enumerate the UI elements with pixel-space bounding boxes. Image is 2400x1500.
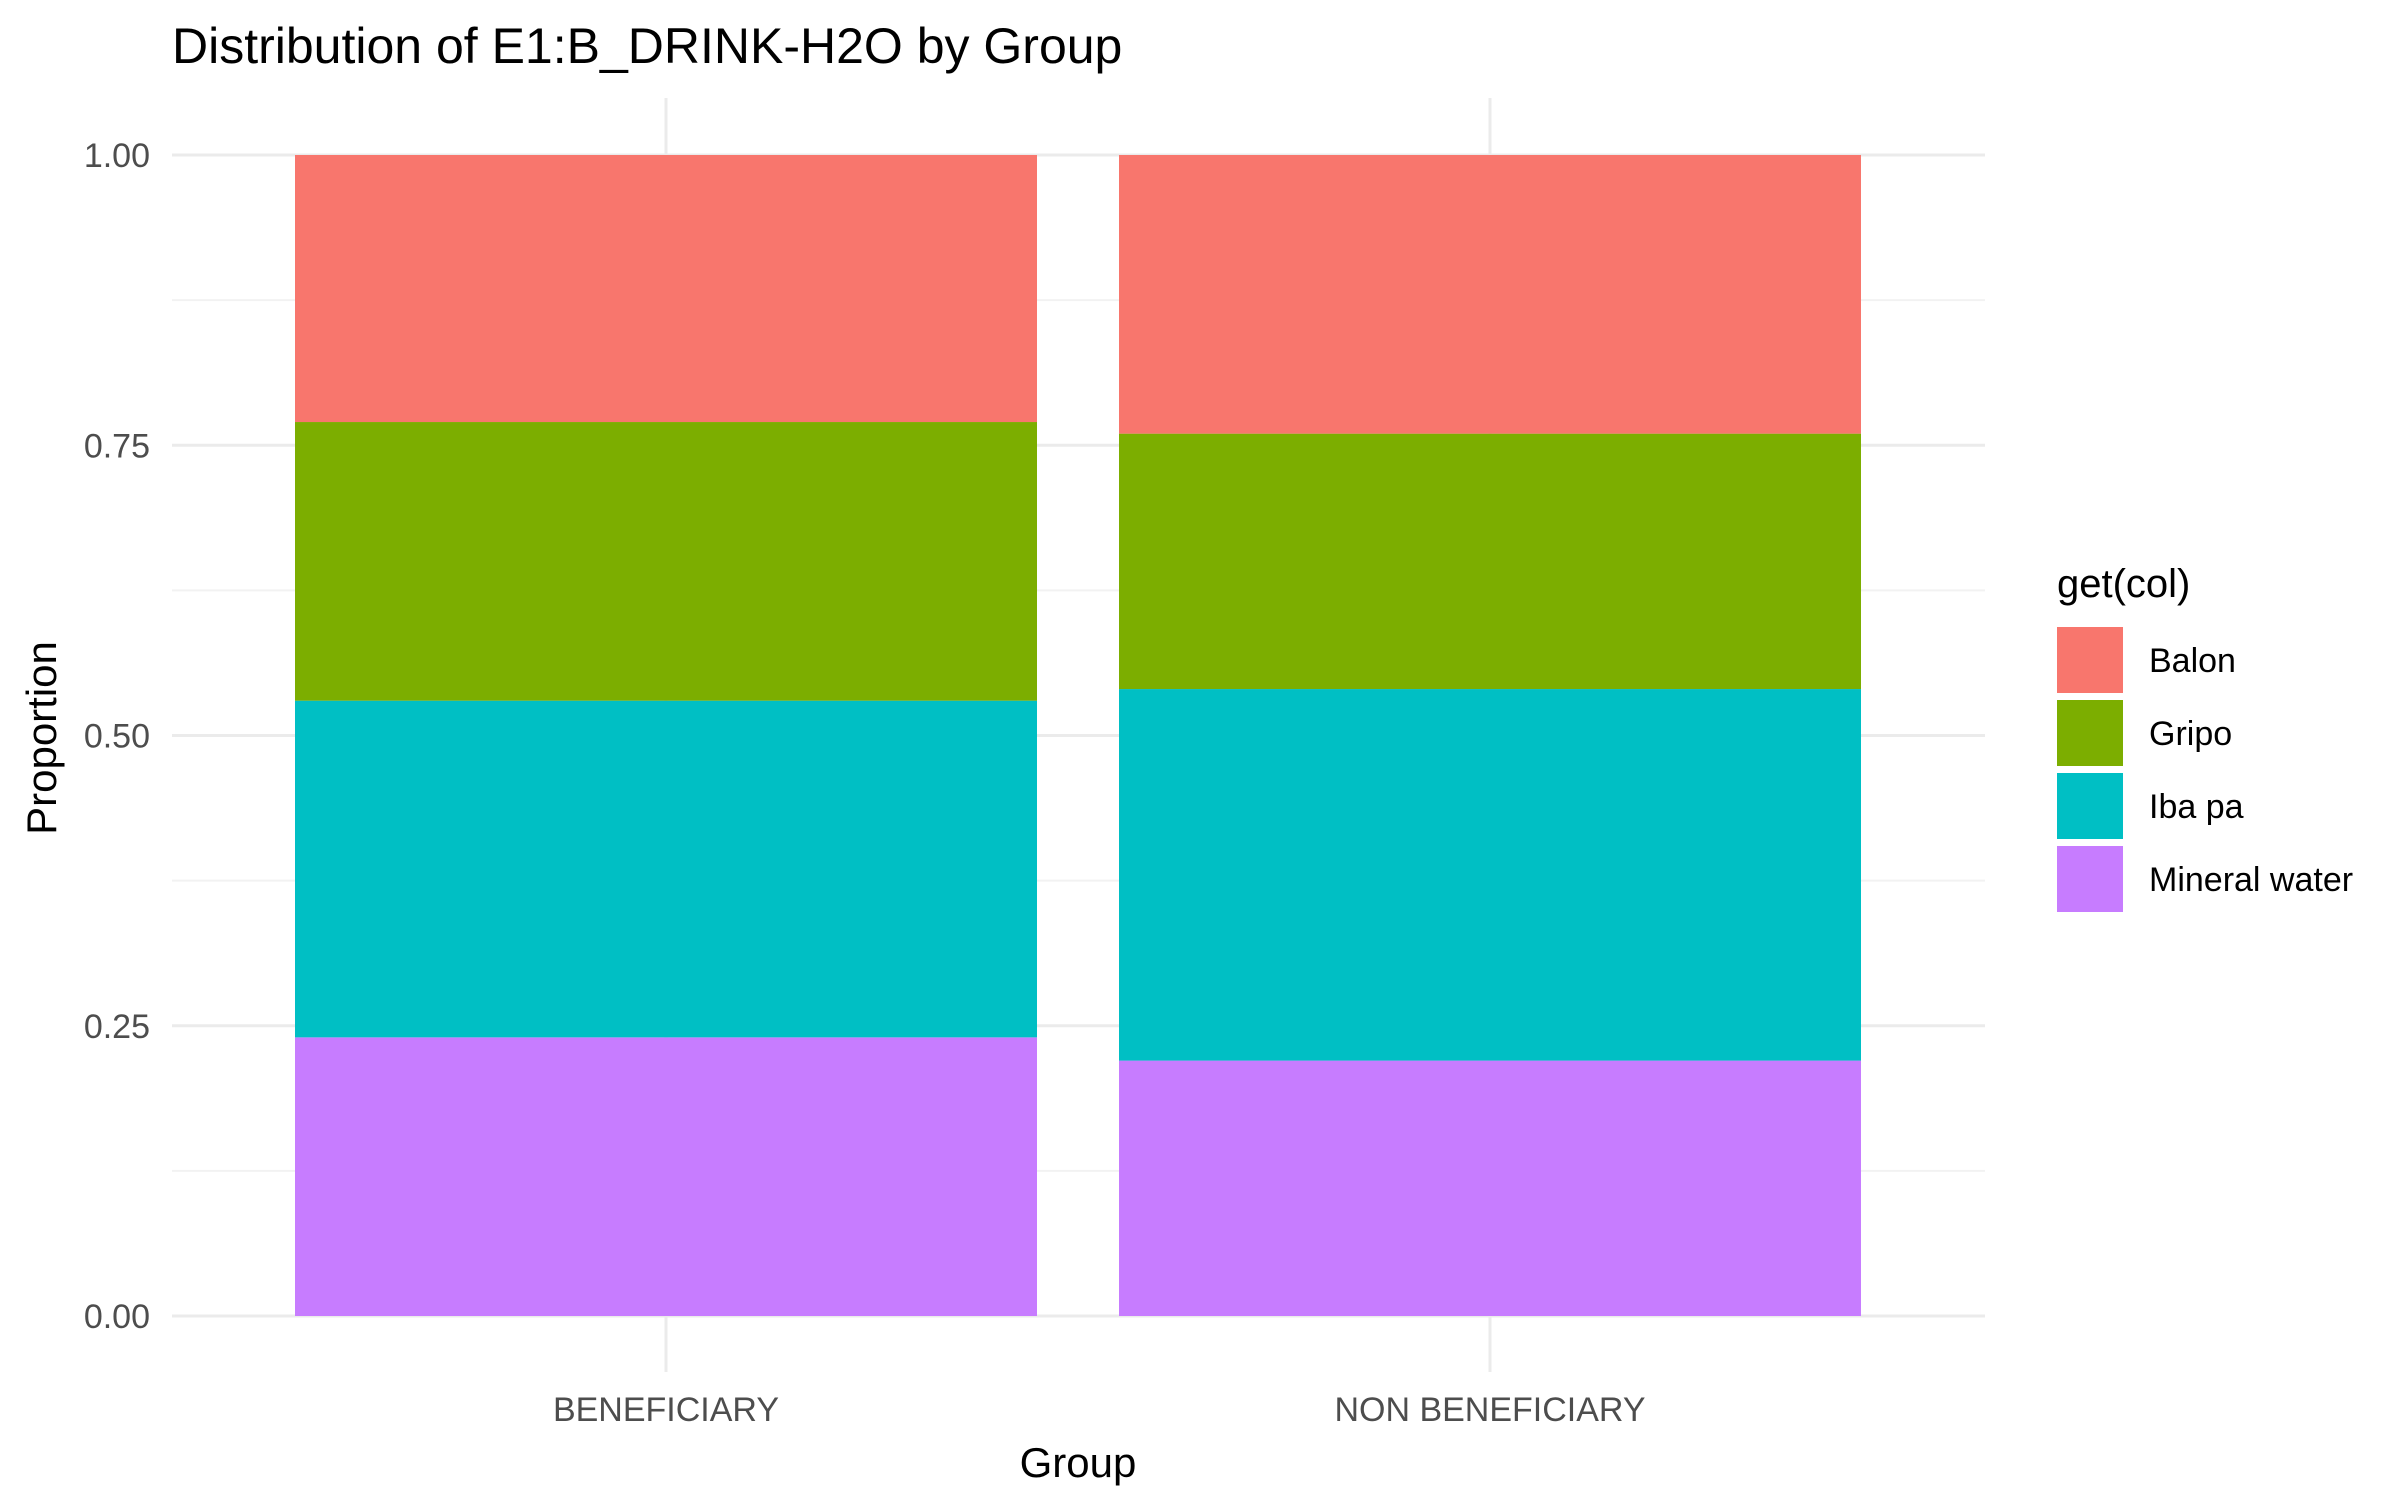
bar-segment — [295, 1037, 1037, 1316]
legend-label: Iba pa — [2149, 788, 2244, 826]
x-axis-ticks: BENEFICIARY NON BENEFICIARY — [553, 1391, 1646, 1429]
bar-segment — [295, 422, 1037, 701]
legend-title: get(col) — [2057, 562, 2190, 606]
y-tick-label: 0.75 — [84, 427, 150, 465]
y-tick-label: 0.00 — [84, 1298, 150, 1336]
chart-title: Distribution of E1:B_DRINK-H2O by Group — [172, 18, 1122, 74]
legend-label: Gripo — [2149, 715, 2232, 753]
legend-key — [2057, 773, 2123, 839]
legend: get(col) Balon Gripo Iba pa Mineral water — [2057, 562, 2353, 912]
x-tick-label: NON BENEFICIARY — [1334, 1391, 1645, 1429]
y-tick-label: 1.00 — [84, 137, 150, 175]
bar-segment — [1119, 1060, 1861, 1316]
x-tick-label: BENEFICIARY — [553, 1391, 779, 1429]
bar-segment — [1119, 689, 1861, 1061]
legend-label: Balon — [2149, 642, 2236, 680]
legend-items: Balon Gripo Iba pa Mineral water — [2057, 627, 2353, 912]
legend-label: Mineral water — [2149, 861, 2353, 899]
legend-key — [2057, 627, 2123, 693]
legend-key — [2057, 846, 2123, 912]
y-axis-ticks: 0.00 0.25 0.50 0.75 1.00 — [84, 137, 150, 1336]
legend-key — [2057, 700, 2123, 766]
bar-segment — [1119, 155, 1861, 434]
x-axis-title: Group — [1020, 1439, 1137, 1486]
bar-segment — [1119, 433, 1861, 690]
y-tick-label: 0.25 — [84, 1008, 150, 1046]
bar-segment — [295, 155, 1037, 423]
bar-segment — [295, 700, 1037, 1038]
y-axis-title: Proportion — [18, 641, 65, 835]
y-tick-label: 0.50 — [84, 718, 150, 756]
bars — [295, 155, 1861, 1316]
